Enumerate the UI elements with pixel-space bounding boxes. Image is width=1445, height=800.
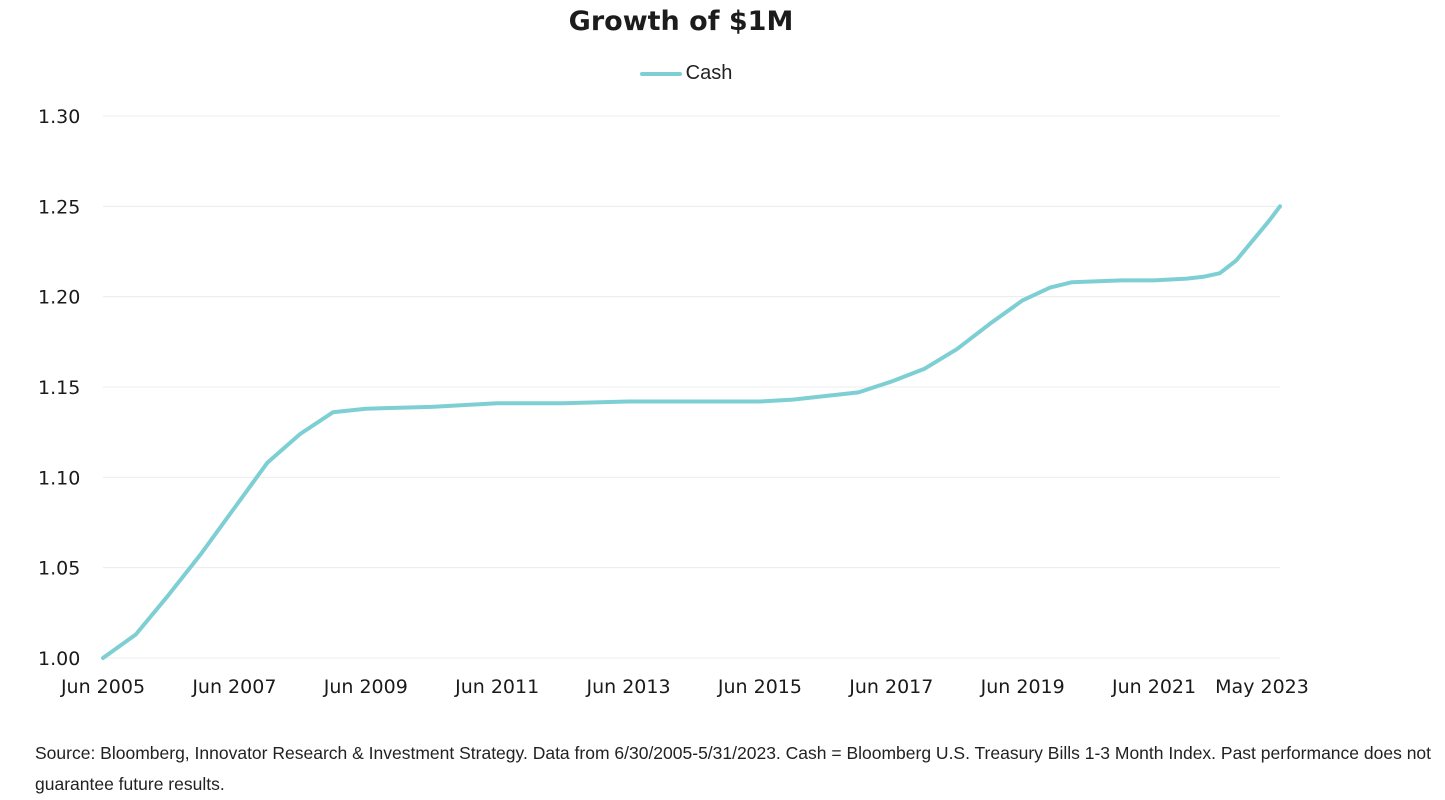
y-tick-label: 1.20 <box>38 287 80 309</box>
gridlines <box>103 115 1280 659</box>
x-tick-label: Jun 2019 <box>980 676 1065 698</box>
y-tick-label: 1.25 <box>38 196 80 218</box>
x-tick-label: Jun 2015 <box>717 676 802 698</box>
x-tick-label: Jun 2007 <box>191 676 276 698</box>
x-tick-label: May 2023 <box>1215 676 1309 698</box>
y-tick-label: 1.10 <box>38 467 80 489</box>
x-tick-label: Jun 2009 <box>323 676 408 698</box>
y-tick-label: 1.00 <box>38 648 80 670</box>
x-tick-label: Jun 2021 <box>1111 676 1196 698</box>
x-tick-label: Jun 2011 <box>454 676 539 698</box>
series-line-cash <box>101 204 1282 660</box>
x-tick-label: Jun 2017 <box>848 676 933 698</box>
y-axis: 1.00 1.05 1.10 1.15 1.20 1.25 1.30 <box>38 106 80 670</box>
x-tick-label: Jun 2005 <box>60 676 145 698</box>
y-tick-label: 1.30 <box>38 106 80 128</box>
x-tick-label: Jun 2013 <box>585 676 670 698</box>
footnote: Source: Bloomberg, Innovator Research & … <box>35 743 1432 794</box>
chart-title: Growth of $1M <box>568 6 794 37</box>
y-tick-label: 1.05 <box>38 558 80 580</box>
x-axis: Jun 2005 Jun 2007 Jun 2009 Jun 2011 Jun 2013… <box>60 676 1309 698</box>
line-chart: 1.001.051.101.151.201.251.30 Jun 2005 Jun… <box>38 106 1309 698</box>
series-lines <box>101 204 1282 660</box>
y-tick-label: 1.15 <box>38 377 80 399</box>
legend-swatch-cash <box>639 71 682 76</box>
legend: Cash <box>0 62 1372 85</box>
legend-label-cash: Cash <box>685 62 733 84</box>
